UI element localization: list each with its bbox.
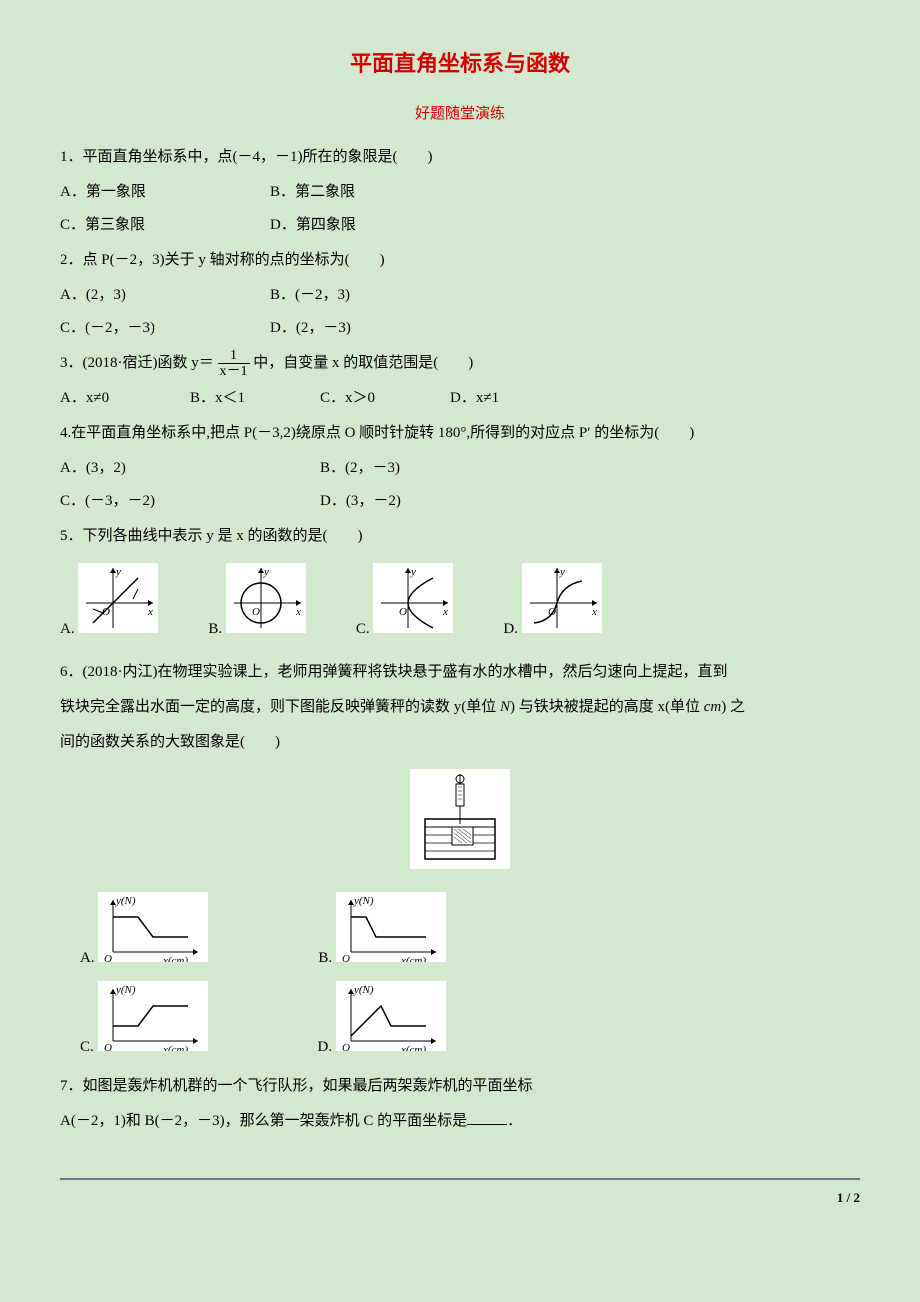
- q1-opt-a: A．第一象限: [60, 176, 270, 209]
- svg-text:O: O: [252, 606, 260, 618]
- svg-text:x(cm): x(cm): [400, 955, 426, 962]
- q1-stem: 1．平面直角坐标系中，点(－4，－1)所在的象限是( ): [60, 141, 860, 174]
- q7-line2: A(－2，1)和 B(－2，－3)，那么第一架轰炸机 C 的平面坐标是 ．: [60, 1105, 860, 1138]
- svg-text:O: O: [548, 606, 556, 618]
- svg-text:O: O: [342, 1042, 350, 1051]
- svg-text:x: x: [591, 606, 597, 618]
- q1-opt-b: B．第二象限: [270, 176, 480, 209]
- q5-label-b: B.: [208, 621, 222, 637]
- q1-opt-c: C．第三象限: [60, 209, 270, 242]
- svg-text:y(N): y(N): [115, 895, 136, 907]
- q2-opt-d: D．(2，－3): [270, 312, 480, 345]
- q4-opt-d: D．(3，－2): [320, 485, 580, 518]
- q4-stem: 4.在平面直角坐标系中,把点 P(－3,2)绕原点 O 顺时针旋转 180°,所…: [60, 417, 860, 450]
- svg-text:x(cm): x(cm): [400, 1044, 426, 1051]
- svg-text:y(N): y(N): [115, 984, 136, 996]
- q3-opt-a: A．x≠0: [60, 382, 190, 415]
- q6-line1: 6．(2018·内江)在物理实验课上，老师用弹簧秤将铁块悬于盛有水的水槽中，然后…: [60, 656, 860, 689]
- q3-frac-den: x－1: [218, 364, 250, 379]
- page-footer: 1 / 2: [60, 1178, 860, 1213]
- q3-opt-c: C．x＞0: [320, 382, 450, 415]
- q4-opt-a: A．(3，2): [60, 452, 320, 485]
- q6-row2: C. y(N) x(cm) O D. y(N) x(cm) O: [80, 981, 860, 1064]
- q6-line2-pre: 铁块完全露出水面一定的高度，则下图能反映弹簧秤的读数 y(单位: [60, 699, 500, 715]
- svg-text:O: O: [104, 1042, 112, 1051]
- q7-blank: [467, 1124, 507, 1125]
- q6-unit-cm: cm: [704, 699, 722, 715]
- q1-opt-d: D．第四象限: [270, 209, 480, 242]
- q6-graph-d: y(N) x(cm) O: [336, 981, 446, 1051]
- svg-text:x: x: [147, 606, 153, 618]
- q5-graph-c: y x O: [373, 563, 453, 633]
- q3-opt-b: B．x＜1: [190, 382, 320, 415]
- q3-opt-d: D．x≠1: [450, 382, 580, 415]
- page-title: 平面直角坐标系与函数: [60, 40, 860, 88]
- q2-opt-a: A．(2，3): [60, 279, 270, 312]
- q6-row1: A. y(N) x(cm) O B. y(N) x(cm) O: [80, 892, 860, 975]
- svg-text:x(cm): x(cm): [162, 955, 188, 962]
- q3-stem: 3．(2018·宿迁)函数 y＝ 1 x－1 中，自变量 x 的取值范围是( ): [60, 347, 860, 380]
- q3-frac-num: 1: [218, 348, 250, 364]
- q5-label-c: C.: [356, 621, 370, 637]
- q5-graph-d: y x O: [522, 563, 602, 633]
- svg-text:x: x: [442, 606, 448, 618]
- q6-line3: 间的函数关系的大致图象是( ): [60, 726, 860, 759]
- q7-line1: 7．如图是轰炸机机群的一个飞行队形，如果最后两架轰炸机的平面坐标: [60, 1070, 860, 1103]
- page-subtitle: 好题随堂演练: [60, 98, 860, 131]
- q5-graph-a: y x O: [78, 563, 158, 633]
- svg-text:y: y: [410, 566, 416, 578]
- q6-label-a: A.: [80, 950, 95, 966]
- svg-text:y: y: [115, 566, 121, 578]
- svg-text:y(N): y(N): [353, 984, 374, 996]
- q5-label-a: A.: [60, 621, 75, 637]
- q6-graph-b: y(N) x(cm) O: [336, 892, 446, 962]
- svg-text:y(N): y(N): [353, 895, 374, 907]
- q6-unit-n: N: [500, 699, 510, 715]
- q6-label-c: C.: [80, 1039, 94, 1055]
- svg-text:x(cm): x(cm): [162, 1044, 188, 1051]
- q7-line2-pre: A(－2，1)和 B(－2，－3)，那么第一架轰炸机 C 的平面坐标是: [60, 1113, 467, 1129]
- q3-prefix: 3．(2018·宿迁)函数 y＝: [60, 355, 214, 371]
- q5-graph-b: y x O: [226, 563, 306, 633]
- svg-text:O: O: [102, 606, 110, 618]
- q6-line2-mid: ) 与铁块被提起的高度 x(单位: [510, 699, 704, 715]
- q6-graph-a: y(N) x(cm) O: [98, 892, 208, 962]
- q5-stem: 5．下列各曲线中表示 y 是 x 的函数的是( ): [60, 520, 860, 553]
- q6-label-b: B.: [318, 950, 332, 966]
- svg-text:y: y: [559, 566, 565, 578]
- q3-fraction: 1 x－1: [218, 348, 250, 380]
- q2-opt-b: B．(－2，3): [270, 279, 480, 312]
- q7-line2-suf: ．: [507, 1113, 522, 1129]
- q6-setup-fig: [60, 769, 860, 882]
- q3-suffix: 中，自变量 x 的取值范围是( ): [253, 355, 473, 371]
- q4-opt-c: C．(－3，－2): [60, 485, 320, 518]
- q2-stem: 2．点 P(－2，3)关于 y 轴对称的点的坐标为( ): [60, 244, 860, 277]
- svg-text:O: O: [342, 953, 350, 962]
- svg-text:O: O: [399, 606, 407, 618]
- q2-opt-c: C．(－2，－3): [60, 312, 270, 345]
- q4-opt-b: B．(2，－3): [320, 452, 580, 485]
- svg-text:x: x: [295, 606, 301, 618]
- q6-line2: 铁块完全露出水面一定的高度，则下图能反映弹簧秤的读数 y(单位 N) 与铁块被提…: [60, 691, 860, 724]
- q6-label-d: D.: [318, 1039, 333, 1055]
- q6-line2-suf: ) 之: [721, 699, 745, 715]
- svg-text:O: O: [104, 953, 112, 962]
- q5-graphs: A. y x O B. y x O C.: [60, 563, 860, 646]
- q6-graph-c: y(N) x(cm) O: [98, 981, 208, 1051]
- svg-text:y: y: [263, 566, 269, 578]
- q5-label-d: D.: [503, 621, 518, 637]
